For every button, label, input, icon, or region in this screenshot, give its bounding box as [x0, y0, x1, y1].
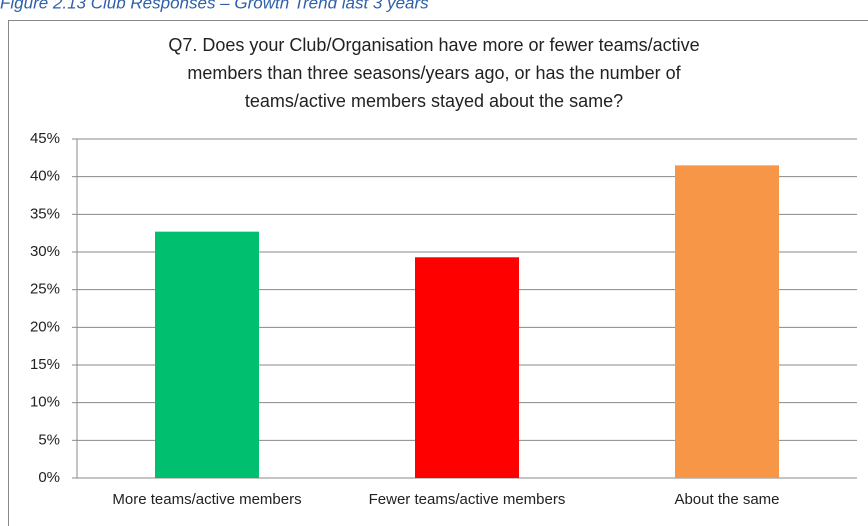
- y-tick-label: 10%: [30, 394, 60, 411]
- y-tick-label: 15%: [30, 356, 60, 373]
- x-tick-label: More teams/active members: [112, 491, 301, 508]
- y-tick-label: 25%: [30, 281, 60, 298]
- chart-title: members than three seasons/years ago, or…: [187, 63, 681, 83]
- y-tick-label: 20%: [30, 318, 60, 335]
- bar: [415, 257, 519, 478]
- chart-title: teams/active members stayed about the sa…: [245, 91, 623, 111]
- y-tick-label: 0%: [38, 469, 60, 486]
- y-tick-label: 30%: [30, 243, 60, 260]
- y-tick-label: 5%: [38, 431, 60, 448]
- chart-title: Q7. Does your Club/Organisation have mor…: [168, 35, 699, 55]
- y-tick-label: 40%: [30, 168, 60, 185]
- y-tick-label: 35%: [30, 205, 60, 222]
- y-tick-label: 45%: [30, 130, 60, 147]
- bar: [155, 231, 259, 478]
- x-tick-label: Fewer teams/active members: [369, 491, 566, 508]
- caption: Figure 2.13 Club Responses – Growth Tren…: [0, 0, 429, 12]
- x-tick-label: About the same: [674, 491, 779, 508]
- bar: [675, 165, 779, 478]
